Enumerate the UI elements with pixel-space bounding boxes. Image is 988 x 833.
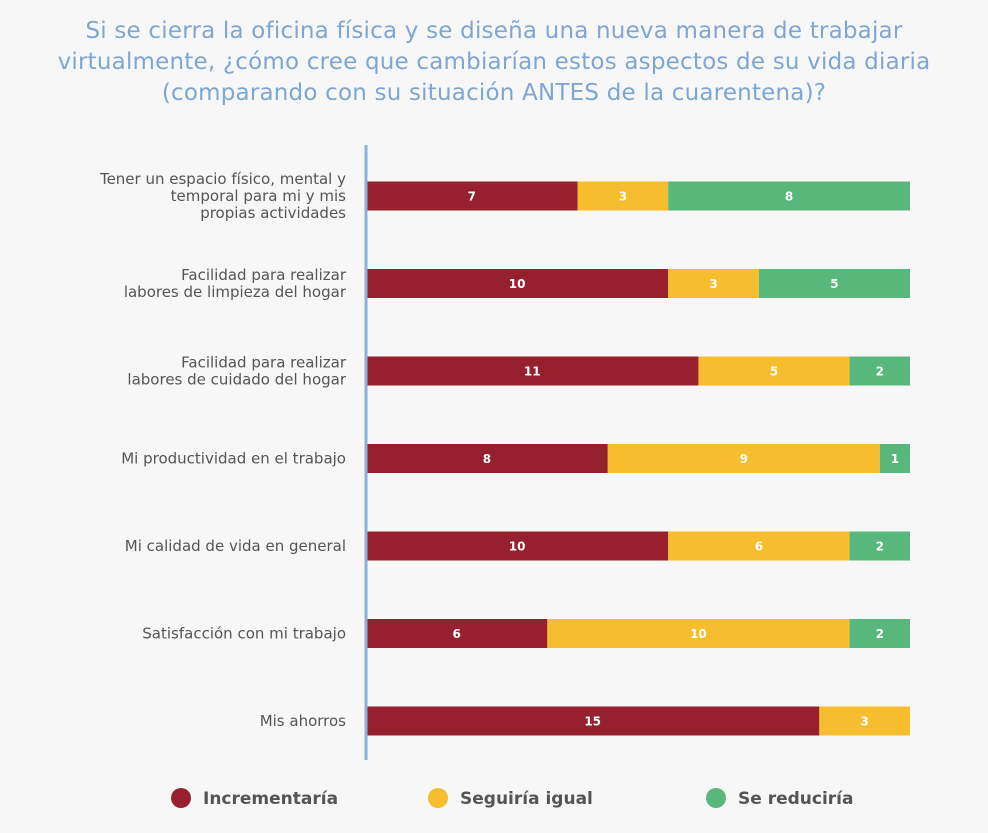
bar-segment	[366, 706, 820, 736]
bar-value-label: 7	[468, 190, 476, 204]
legend-label: Seguiría igual	[460, 789, 593, 809]
bar-value-label: 2	[876, 627, 884, 641]
bar-value-label: 8	[785, 190, 793, 204]
bar-value-label: 3	[619, 190, 627, 204]
bar-value-label: 6	[755, 540, 763, 554]
category-label-line: Mis ahorros	[260, 712, 346, 730]
bar-segment	[849, 356, 910, 386]
bar-value-label: 1	[891, 452, 899, 466]
legend-item: Se reduciría	[706, 788, 853, 809]
bar-segment	[366, 444, 608, 473]
bar-value-label: 11	[524, 365, 541, 379]
bar-segment	[366, 619, 548, 648]
category-label-line: labores de cuidado del hogar	[127, 371, 346, 389]
bar-value-label: 10	[509, 277, 526, 291]
category-label: Mi productividad en el trabajo	[121, 450, 346, 468]
bar-segment	[668, 181, 910, 211]
legend-label: Incrementaría	[203, 789, 338, 809]
legend-item: Seguiría igual	[428, 788, 593, 809]
category-label: Facilidad para realizar labores de cuidad…	[127, 354, 346, 389]
category-label-line: Satisfacción con mi trabajo	[142, 625, 346, 643]
category-label-line: Facilidad para realizar	[181, 354, 347, 372]
category-label-line: Tener un espacio físico, mental y	[99, 170, 346, 188]
bars-group: 7 3 8 10 3 5 11 5 2 8 9 1 10 6 2 6 10 2 15 3	[366, 181, 910, 736]
category-label-line: propias actividades	[200, 204, 346, 222]
bar-value-label: 5	[830, 277, 838, 291]
category-label: Facilidad para realizar labores de limpie…	[124, 266, 347, 301]
bar-segment	[668, 269, 759, 298]
bar-segment	[607, 444, 880, 473]
bar-segment	[577, 181, 669, 211]
bar-value-label: 2	[876, 365, 884, 379]
legend-marker	[428, 788, 448, 808]
bar-segment	[547, 619, 850, 648]
chart-title: Si se cierra la oficina física y se dise…	[57, 18, 931, 106]
bar-value-label: 10	[509, 540, 526, 554]
bar-segment	[819, 706, 910, 736]
legend-item: Incrementaría	[171, 788, 338, 809]
bar-segment	[758, 269, 910, 298]
bar-value-label: 10	[690, 627, 707, 641]
category-label: Mi calidad de vida en general	[125, 537, 346, 555]
bar-value-label: 9	[740, 452, 748, 466]
bar-value-label: 3	[860, 715, 868, 729]
bar-value-label: 3	[709, 277, 717, 291]
bar-segment	[366, 356, 699, 386]
category-label: Tener un espacio físico, mental y tempora…	[99, 170, 346, 222]
bar-segment	[668, 531, 850, 561]
legend: Incrementaría Seguiría igual Se reduciría	[171, 788, 853, 809]
category-label: Mis ahorros	[260, 712, 346, 730]
bar-value-label: 6	[452, 627, 460, 641]
bar-segment	[366, 531, 669, 561]
legend-label: Se reduciría	[738, 789, 853, 809]
category-label-line: temporal para mi y mis	[171, 187, 347, 205]
bar-value-label: 2	[876, 540, 884, 554]
category-label: Satisfacción con mi trabajo	[142, 625, 346, 643]
bar-value-label: 5	[770, 365, 778, 379]
bar-segment	[879, 444, 910, 473]
legend-marker	[706, 788, 726, 808]
bar-segment	[366, 181, 578, 211]
category-label-line: Facilidad para realizar	[181, 266, 347, 284]
bar-segment	[366, 269, 669, 298]
bar-segment	[698, 356, 850, 386]
bar-value-label: 15	[584, 715, 601, 729]
bar-value-label: 8	[483, 452, 491, 466]
category-label-line: Mi calidad de vida en general	[125, 537, 346, 555]
category-label-line: labores de limpieza del hogar	[124, 283, 347, 301]
legend-marker	[171, 788, 191, 808]
category-labels-group: Tener un espacio físico, mental y tempora…	[99, 170, 347, 730]
bar-segment	[849, 531, 910, 561]
category-label-line: Mi productividad en el trabajo	[121, 450, 346, 468]
bar-segment	[849, 619, 910, 648]
